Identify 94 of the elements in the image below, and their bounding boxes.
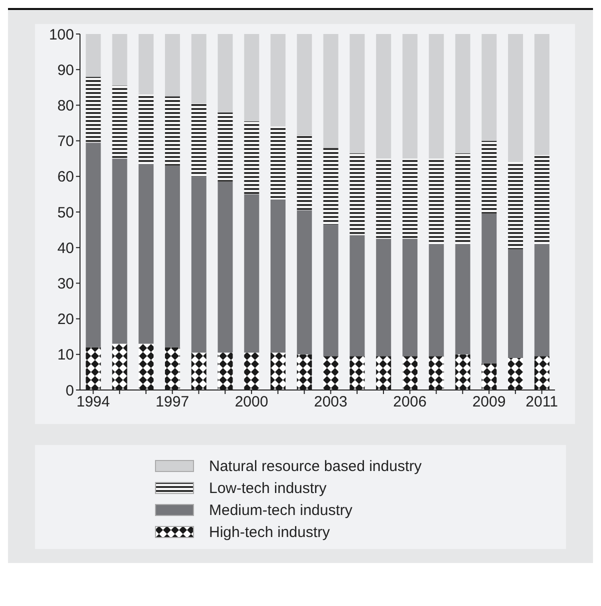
bar [323,356,338,390]
bar [164,166,180,348]
y-tick-label: 60 [57,168,74,186]
bar [534,244,550,356]
x-tick-label: 2006 [393,394,427,411]
bar [270,126,286,200]
x-tick-label: 2003 [314,394,348,411]
bar [138,94,154,164]
bar [164,347,180,390]
y-tick-label: 80 [57,98,74,115]
bar [508,358,524,390]
legend-label: Low-tech industry [209,480,327,496]
bar [218,112,233,182]
y-tick-label: 0 [66,382,74,400]
bar [323,224,338,356]
bar [402,238,418,356]
bar [534,34,550,156]
bar [270,200,286,353]
bar [218,352,233,390]
bar [112,344,128,390]
bar [296,135,312,210]
x-tick-label: 1997 [156,394,190,411]
legend-label: Natural resource based industry [209,458,422,474]
bar [428,244,444,356]
bar [191,103,206,176]
bar [482,140,497,214]
bar [482,214,497,364]
bar [86,142,101,348]
x-tick-label: 2011 [526,394,558,411]
y-tick-label: 30 [57,276,74,293]
bar [323,34,338,148]
bar [350,153,365,236]
x-tick-label: 1994 [76,394,110,411]
bar [191,352,206,390]
bar [428,356,444,390]
bar [428,158,444,244]
bar [455,244,470,354]
legend-label: Medium-tech industry [209,502,352,518]
x-tick-label: 2000 [234,394,268,411]
bar [138,34,154,95]
bar [191,34,206,104]
bar [350,34,365,154]
bar [402,158,418,239]
x-tick-label: 2009 [472,394,506,411]
bar [112,34,128,86]
bar [296,210,312,354]
bar [244,352,260,390]
bar [508,34,524,162]
bar [270,352,286,390]
bar [270,34,286,127]
y-tick-label: 50 [57,204,74,222]
bar [376,158,392,239]
bar [534,155,550,244]
y-tick-label: 40 [57,240,74,257]
bar [482,34,497,141]
y-tick-label: 90 [57,62,74,79]
bar [138,164,154,344]
y-tick-label: 70 [57,133,74,150]
bar [350,356,365,390]
bar [112,158,128,344]
bar [350,235,365,356]
bar [164,34,180,96]
bar [482,363,497,390]
y-tick-label: 100 [48,26,74,44]
bar [455,34,470,154]
bar [508,249,524,358]
bar [455,153,470,244]
bar [402,34,418,159]
bar [86,34,101,77]
bar [428,34,444,159]
bar [244,121,260,194]
bar [218,182,233,353]
bar [376,34,392,159]
bar [455,354,470,390]
bar [296,34,312,136]
y-tick-label: 20 [57,311,74,328]
legend-label: High-tech industry [209,524,330,540]
bar [86,76,101,143]
bar [218,34,233,112]
y-tick-label: 10 [57,346,74,364]
bar [244,34,260,122]
bar [191,176,206,353]
bar [164,96,180,166]
bar [323,148,338,224]
bar [508,162,524,250]
bar [402,356,418,390]
bar [138,344,154,390]
bar [376,356,392,390]
bar [296,354,312,390]
bar [244,194,260,353]
bar [534,356,550,390]
bar [112,86,128,159]
bar [86,347,101,390]
bar [376,238,392,356]
